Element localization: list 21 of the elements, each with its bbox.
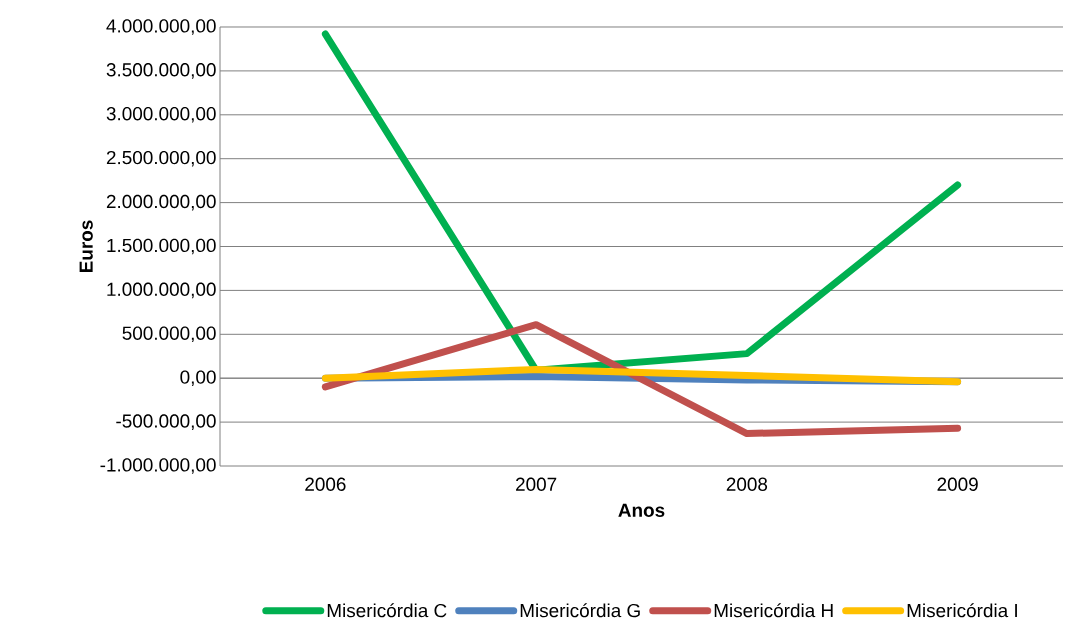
y-tick-label: 3.000.000,00: [106, 106, 216, 123]
x-tick-label: 2007: [516, 477, 557, 491]
y-tick-label: 2.500.000,00: [106, 150, 216, 167]
y-tick-label: 2.000.000,00: [106, 194, 216, 211]
x-tick-label: 2009: [937, 477, 978, 491]
legend-label: Misericórdia H: [714, 603, 833, 618]
y-axis-title: Euros: [79, 220, 93, 273]
legend-label: Misericórdia G: [520, 603, 640, 618]
y-tick-label: 500.000,00: [122, 326, 216, 343]
y-tick-label: 1.500.000,00: [107, 238, 216, 255]
x-tick-label: 2008: [726, 477, 768, 491]
y-tick-label: 4.000.000,00: [106, 19, 216, 35]
y-tick-label: 0,00: [180, 370, 216, 387]
y-tick-label: -1.000.000,00: [100, 458, 216, 474]
legend-label: Misericórdia C: [327, 603, 447, 618]
legend-label: Misericórdia I: [907, 603, 1017, 618]
x-axis-title: Anos: [618, 503, 665, 517]
y-tick-label: 1.000.000,00: [107, 282, 216, 299]
x-tick-label: 2006: [305, 477, 346, 491]
y-tick-label: -500.000,00: [116, 414, 216, 430]
y-tick-label: 3.500.000,00: [106, 63, 216, 79]
